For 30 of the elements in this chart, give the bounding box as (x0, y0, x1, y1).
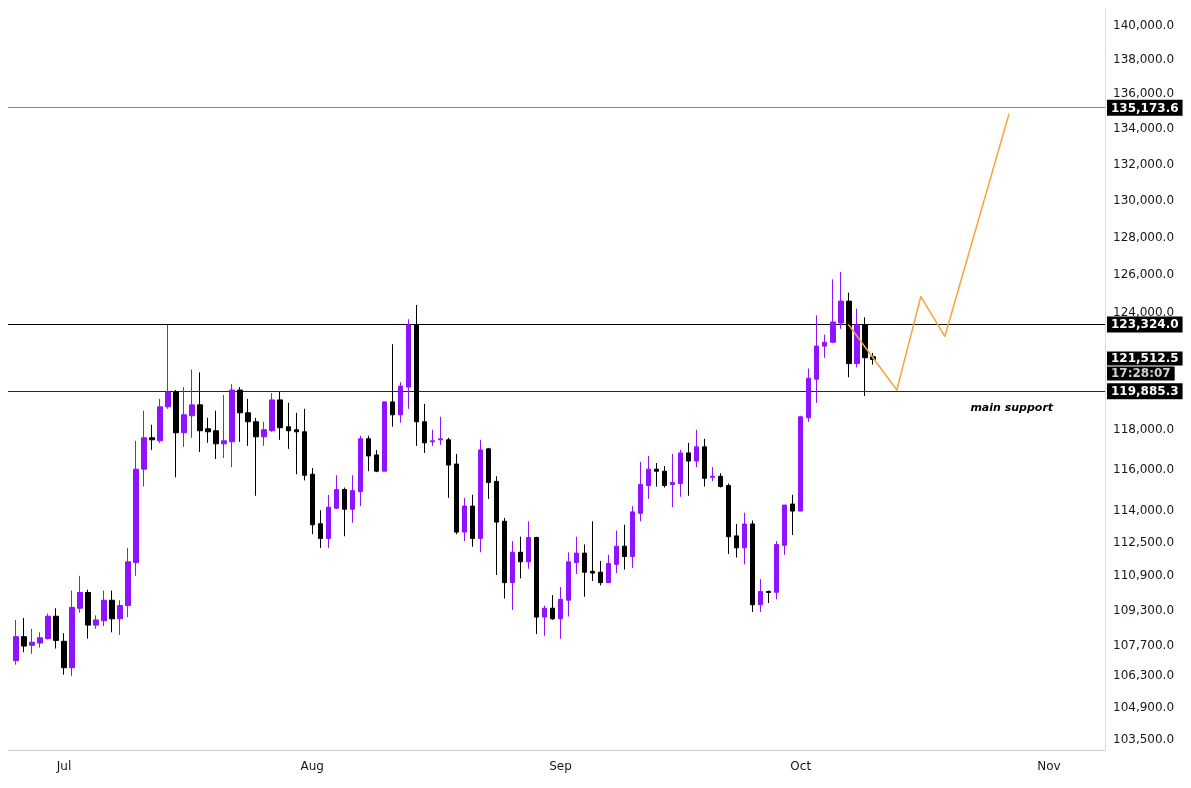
y-tick-label: 104,900.0 (1113, 699, 1175, 714)
y-tick-label: 107,700.0 (1113, 637, 1175, 652)
y-tick-label: 109,300.0 (1113, 602, 1175, 617)
x-tick-label: Sep (549, 759, 572, 773)
y-tick-label: 118,000.0 (1113, 421, 1175, 436)
x-tick-label: Oct (790, 759, 812, 773)
annotation: main support (970, 400, 1054, 414)
y-tick-label: 106,300.0 (1113, 668, 1175, 683)
x-tick-label: Aug (300, 759, 324, 773)
y-tick-label: 126,000.0 (1113, 266, 1175, 281)
x-tick-label: Jul (55, 759, 72, 773)
y-tick-label: 134,000.0 (1113, 121, 1175, 136)
text: 121,512.5 (1111, 351, 1179, 366)
y-tick-label: 124,000.0 (1113, 304, 1175, 319)
y-tick-label: 138,000.0 (1113, 51, 1175, 66)
y-tick-label: 110,900.0 (1113, 568, 1175, 583)
x-tick-label: Nov (1037, 759, 1061, 773)
y-tick-label: 128,000.0 (1113, 229, 1175, 244)
y-tick-label: 116,000.0 (1113, 462, 1175, 477)
ref-line-label: 135,173.6 (1111, 100, 1179, 115)
y-tick-label: 132,000.0 (1113, 156, 1175, 171)
y-tick-label: 136,000.0 (1113, 86, 1175, 101)
y-tick-label: 112,500.0 (1113, 534, 1175, 549)
ref-line-label: 119,885.3 (1111, 384, 1179, 399)
ref-line-label: 123,324.0 (1111, 317, 1179, 332)
text: 17:28:07 (1111, 366, 1171, 381)
y-tick-label: 140,000.0 (1113, 17, 1175, 32)
y-tick-label: 130,000.0 (1113, 192, 1175, 207)
y-tick-label: 103,500.0 (1113, 731, 1175, 746)
y-tick-label: 114,000.0 (1113, 503, 1175, 518)
